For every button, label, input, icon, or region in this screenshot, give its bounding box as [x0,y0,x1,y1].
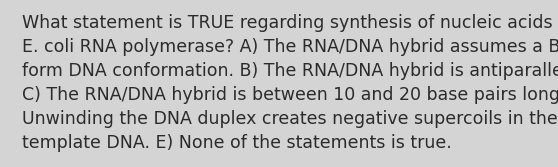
Text: C) The RNA/DNA hybrid is between 10 and 20 base pairs long. D): C) The RNA/DNA hybrid is between 10 and … [22,86,558,104]
Text: E. coli RNA polymerase? A) The RNA/DNA hybrid assumes a B-: E. coli RNA polymerase? A) The RNA/DNA h… [22,38,558,56]
Text: form DNA conformation. B) The RNA/DNA hybrid is antiparallel.: form DNA conformation. B) The RNA/DNA hy… [22,62,558,80]
Text: Unwinding the DNA duplex creates negative supercoils in the: Unwinding the DNA duplex creates negativ… [22,110,558,128]
Text: template DNA. E) None of the statements is true.: template DNA. E) None of the statements … [22,134,452,152]
Text: What statement is TRUE regarding synthesis of nucleic acids by: What statement is TRUE regarding synthes… [22,14,558,32]
